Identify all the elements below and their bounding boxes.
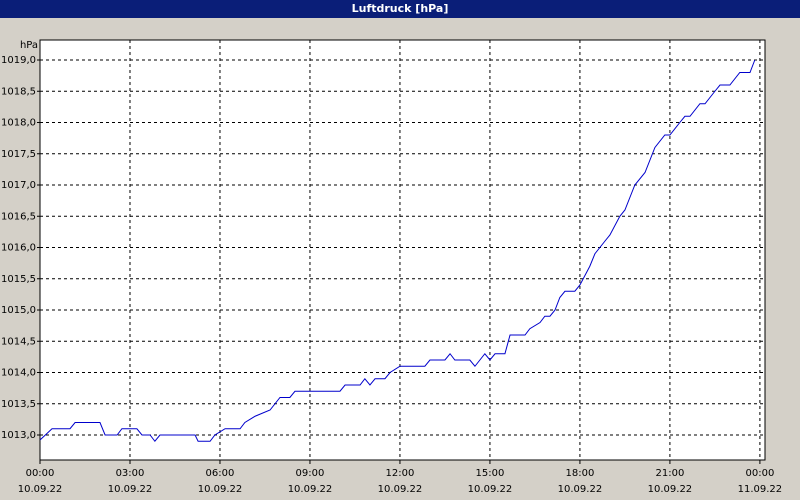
x-tick-label: 21:00: [655, 468, 684, 479]
title-bar: [0, 0, 800, 18]
y-tick-label: 1014,0: [1, 368, 36, 379]
x-tick-label: 06:00: [206, 468, 235, 479]
x-tick-label: 00:00: [745, 468, 774, 479]
y-tick-label: 1017,0: [1, 180, 36, 191]
y-tick-label: 1013,0: [1, 430, 36, 441]
x-tick-label: 10.09.22: [468, 484, 513, 495]
x-tick-label: 11.09.22: [738, 484, 783, 495]
x-tick-label: 10.09.22: [108, 484, 153, 495]
x-tick-label: 10.09.22: [198, 484, 243, 495]
x-tick-label: 10.09.22: [648, 484, 693, 495]
plot-area: [39, 39, 766, 461]
y-tick-label: 1018,5: [1, 86, 36, 97]
y-tick-label: 1018,0: [1, 118, 36, 129]
y-tick-label: 1013,5: [1, 399, 36, 410]
y-tick-label: 1016,5: [1, 211, 36, 222]
x-tick-label: 10.09.22: [288, 484, 333, 495]
y-tick-label: 1019,0: [1, 55, 36, 66]
x-tick-label: 12:00: [386, 468, 415, 479]
y-tick-label: 1016,0: [1, 243, 36, 254]
x-tick-label: 10.09.22: [378, 484, 423, 495]
y-axis-label: hPa: [20, 40, 38, 51]
x-tick-label: 00:00: [26, 468, 55, 479]
x-tick-label: 09:00: [296, 468, 325, 479]
y-tick-label: 1014,5: [1, 336, 36, 347]
x-tick-label: 03:00: [116, 468, 145, 479]
x-tick-label: 10.09.22: [18, 484, 63, 495]
y-tick-label: 1015,5: [1, 274, 36, 285]
x-tick-label: 18:00: [566, 468, 595, 479]
chart-title: Luftdruck [hPa]: [352, 2, 449, 15]
x-tick-label: 15:00: [476, 468, 505, 479]
y-tick-label: 1015,0: [1, 305, 36, 316]
data-line: [39, 59, 756, 443]
x-tick-label: 10.09.22: [558, 484, 603, 495]
y-tick-label: 1017,5: [1, 149, 36, 160]
